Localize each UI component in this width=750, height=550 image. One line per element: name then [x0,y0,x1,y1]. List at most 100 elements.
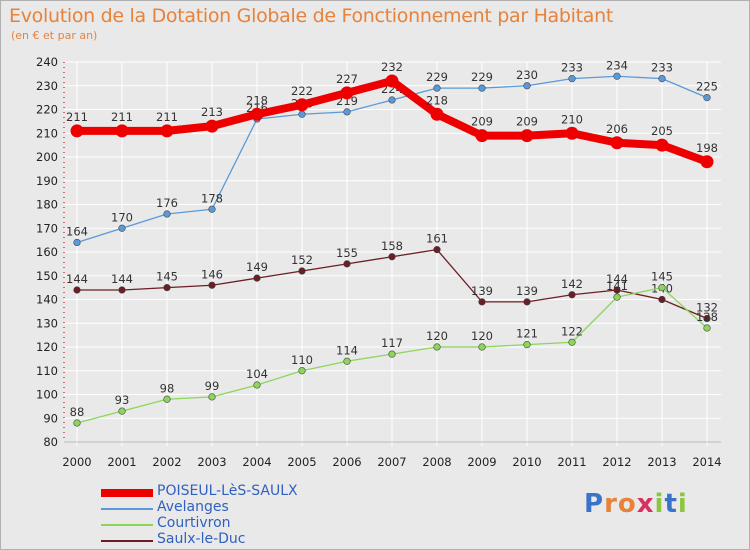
data-point-poiseul-l-s-saulx [700,155,714,169]
y-tick-label: 160 [36,245,58,259]
data-point-poiseul-l-s-saulx [70,124,84,138]
data-label-poiseul-l-s-saulx: 218 [246,93,268,107]
y-tick-label: 130 [36,316,58,330]
data-label-avelanges: 229 [426,70,448,84]
y-tick-label: 140 [36,293,58,307]
data-point-courtivron [343,357,351,365]
data-label-saulx-le-duc: 155 [336,246,358,260]
data-point-avelanges [478,84,486,92]
x-tick-label: 2007 [377,455,406,469]
data-label-poiseul-l-s-saulx: 209 [471,115,493,129]
data-point-saulx-le-duc [523,298,531,306]
data-point-poiseul-l-s-saulx [430,107,444,121]
y-tick-label: 190 [36,174,58,188]
data-point-avelanges [298,110,306,118]
x-tick-label: 2006 [332,455,361,469]
data-label-courtivron: 93 [115,393,130,407]
data-label-avelanges: 164 [66,225,88,239]
data-label-poiseul-l-s-saulx: 198 [696,141,718,155]
data-point-saulx-le-duc [163,284,171,292]
data-label-saulx-le-duc: 149 [246,260,268,274]
data-point-poiseul-l-s-saulx [610,136,624,150]
y-tick-label: 210 [36,126,58,140]
data-point-avelanges [118,224,126,232]
data-label-saulx-le-duc: 145 [156,270,178,284]
legend-label: Avelanges [157,499,229,515]
data-label-avelanges: 230 [516,68,538,82]
data-point-poiseul-l-s-saulx [295,98,309,112]
y-tick-label: 220 [36,103,58,117]
data-point-saulx-le-duc [433,246,441,254]
data-label-courtivron: 121 [516,327,538,341]
x-tick-label: 2000 [62,455,91,469]
legend-swatch [101,508,153,510]
data-point-avelanges [163,210,171,218]
data-point-courtivron [658,284,666,292]
data-point-saulx-le-duc [73,286,81,294]
data-label-poiseul-l-s-saulx: 211 [111,110,133,124]
data-label-courtivron: 145 [651,270,673,284]
data-label-courtivron: 120 [426,329,448,343]
data-point-saulx-le-duc [208,281,216,289]
chart-title: Evolution de la Dotation Globale de Fonc… [9,5,614,27]
data-label-avelanges: 233 [561,61,583,75]
y-tick-label: 180 [36,198,58,212]
data-point-saulx-le-duc [613,286,621,294]
data-point-courtivron [73,419,81,427]
data-label-avelanges: 229 [471,70,493,84]
data-point-courtivron [208,393,216,401]
x-tick-label: 2005 [287,455,316,469]
data-point-avelanges [703,94,711,102]
data-point-avelanges [73,238,81,247]
data-point-courtivron [568,338,576,346]
data-label-courtivron: 141 [606,279,628,293]
x-tick-label: 2003 [197,455,226,469]
data-label-saulx-le-duc: 161 [426,232,448,246]
x-tick-label: 2009 [467,455,496,469]
data-label-poiseul-l-s-saulx: 218 [426,93,448,107]
data-point-saulx-le-duc [298,267,306,275]
proxiti-logo: Proxiti [584,489,688,519]
data-point-poiseul-l-s-saulx [160,124,174,138]
data-point-courtivron [118,407,126,415]
data-label-avelanges: 233 [651,61,673,75]
data-point-poiseul-l-s-saulx [385,74,399,88]
data-label-saulx-le-duc: 158 [381,239,403,253]
data-point-poiseul-l-s-saulx [475,129,489,143]
data-label-courtivron: 128 [696,310,718,324]
data-point-saulx-le-duc [118,286,126,294]
data-label-poiseul-l-s-saulx: 232 [381,60,403,74]
data-label-saulx-le-duc: 144 [111,272,133,286]
data-point-avelanges [388,96,396,104]
data-label-poiseul-l-s-saulx: 209 [516,115,538,129]
data-point-courtivron [613,293,621,301]
data-label-saulx-le-duc: 146 [201,267,223,281]
data-label-poiseul-l-s-saulx: 205 [651,124,673,138]
data-point-poiseul-l-s-saulx [205,119,219,133]
data-point-poiseul-l-s-saulx [340,86,354,100]
data-point-poiseul-l-s-saulx [655,138,669,152]
data-point-courtivron [703,324,711,332]
data-point-courtivron [388,350,396,358]
chart-subtitle: (en € et par an) [11,29,98,42]
legend-label: POISEUL-LèS-SAULX [157,483,298,499]
data-point-courtivron [298,367,306,375]
data-label-saulx-le-duc: 139 [516,284,538,298]
y-tick-label: 120 [36,340,58,354]
data-point-poiseul-l-s-saulx [520,129,534,143]
data-label-courtivron: 117 [381,336,403,350]
y-tick-label: 80 [43,435,58,449]
data-label-courtivron: 114 [336,343,358,357]
data-label-courtivron: 98 [160,381,175,395]
y-tick-label: 240 [36,55,58,69]
x-tick-label: 2014 [692,455,721,469]
data-label-courtivron: 104 [246,367,268,381]
data-point-avelanges [613,72,621,80]
data-label-avelanges: 170 [111,210,133,224]
y-tick-label: 170 [36,221,58,235]
data-label-courtivron: 110 [291,353,313,367]
data-label-poiseul-l-s-saulx: 211 [66,110,88,124]
data-point-courtivron [523,341,531,349]
legend-swatch [101,489,153,497]
